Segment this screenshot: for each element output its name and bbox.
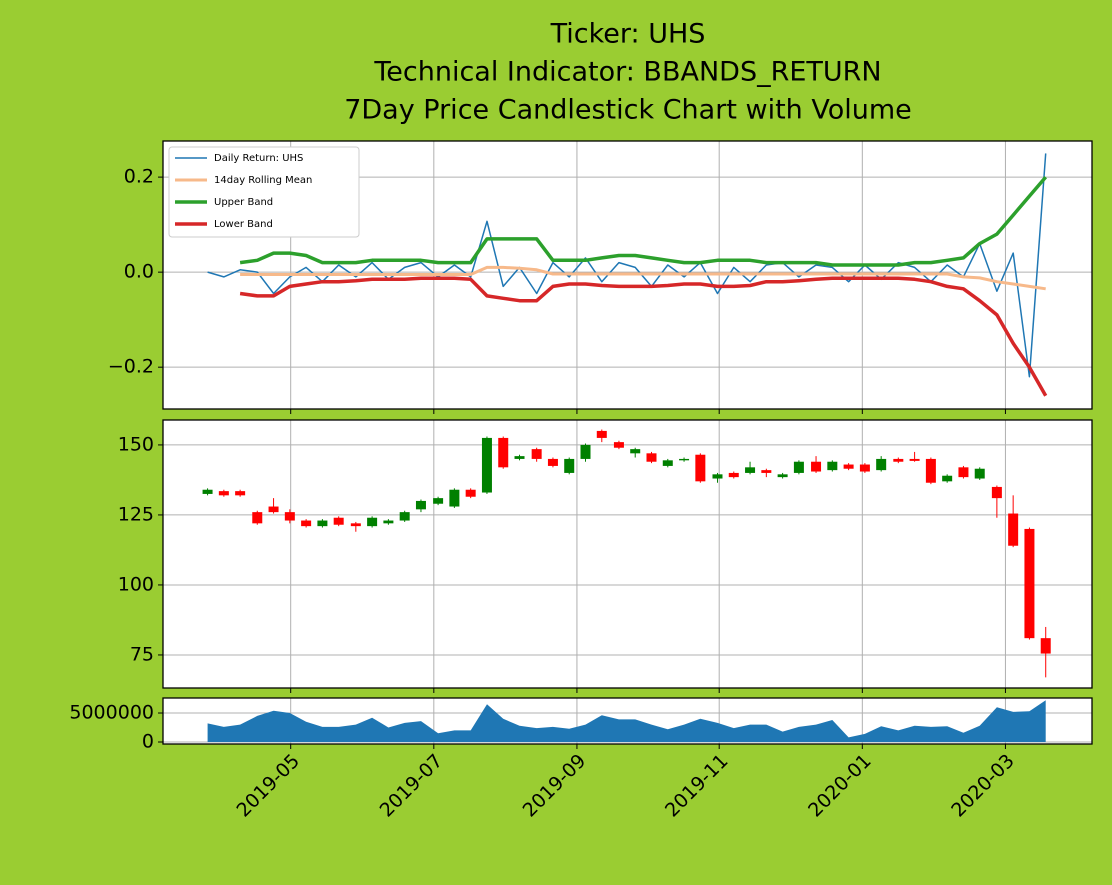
candle-body	[893, 458, 904, 462]
candle-body	[415, 500, 426, 510]
candle-body	[301, 520, 312, 527]
candle-body	[613, 442, 624, 448]
candle-body	[793, 461, 804, 473]
candle-body	[218, 491, 229, 496]
candle-body	[596, 430, 607, 438]
candle-body	[449, 489, 460, 507]
candle-body	[728, 472, 739, 478]
plot	[163, 420, 1092, 688]
candle-body	[909, 458, 920, 461]
candle-body	[695, 454, 706, 482]
candle-body	[761, 470, 772, 473]
candle-body	[991, 486, 1002, 499]
candle-body	[876, 458, 887, 471]
series-line	[240, 265, 1046, 291]
chart-title: Technical Indicator: BBANDS_RETURN	[373, 57, 881, 88]
candle-body	[827, 461, 838, 471]
x-tick-label: 2019-07	[376, 750, 448, 822]
plot-frame	[162, 140, 1093, 410]
legend-label: Lower Band	[214, 219, 273, 230]
x-tick-label: 2019-05	[232, 750, 304, 822]
plot	[163, 698, 1092, 744]
candle-body	[859, 464, 870, 472]
candle-body	[547, 458, 558, 466]
candle-body	[580, 444, 591, 459]
candle-body	[481, 437, 492, 493]
x-tick-label: 2019-11	[661, 750, 733, 822]
candle-body	[974, 468, 985, 479]
x-tick-label: 2020-01	[804, 750, 876, 822]
x-tick-label: 2020-03	[947, 750, 1019, 822]
candle-body	[514, 456, 525, 459]
candle-body	[564, 458, 575, 473]
plot-frame	[162, 419, 1093, 689]
candle-body	[1024, 528, 1035, 639]
candle-body	[498, 437, 509, 468]
volume-area	[207, 700, 1046, 742]
candle-body	[333, 517, 344, 525]
y-tick-label: −0.2	[108, 356, 154, 378]
candle-body	[662, 460, 673, 466]
candle-body	[1040, 638, 1051, 654]
candle-body	[235, 491, 246, 496]
y-tick-label: 75	[130, 643, 154, 665]
legend: Daily Return: UHS 14day Rolling Mean Upper…	[168, 146, 360, 238]
candle-body	[433, 498, 444, 504]
y-tick-label: 125	[118, 503, 154, 525]
candle-body	[745, 467, 756, 473]
candle-body	[284, 512, 295, 521]
candle-body	[679, 458, 690, 461]
x-tick-label: 2019-09	[519, 750, 591, 822]
plot-frame	[162, 697, 1093, 745]
y-tick-label: 0.2	[124, 166, 154, 188]
candle-body	[958, 467, 969, 478]
series-line	[239, 276, 1048, 397]
candle-body	[777, 474, 788, 478]
candle-body	[367, 517, 378, 527]
y-tick-label: 150	[118, 433, 154, 455]
chart-title: 7Day Price Candlestick Chart with Volume	[344, 95, 912, 126]
candle-body	[811, 461, 822, 472]
candle-body	[843, 464, 854, 469]
candle-body	[202, 489, 213, 494]
y-tick-label: 0.0	[124, 261, 154, 283]
legend-label: Upper Band	[214, 197, 273, 208]
candle-body	[646, 453, 657, 462]
legend-label: Daily Return: UHS	[214, 153, 303, 164]
legend-label: 14day Rolling Mean	[214, 175, 312, 186]
y-tick-label: 100	[118, 573, 154, 595]
candle-body	[252, 512, 263, 524]
plot-area	[163, 420, 1092, 688]
candle-body	[317, 520, 328, 527]
legend-box	[168, 146, 360, 238]
candle-body	[268, 506, 279, 513]
candle-body	[630, 449, 641, 454]
chart-title: Ticker: UHS	[550, 19, 706, 50]
candle-body	[531, 449, 542, 459]
candle-body	[383, 520, 394, 524]
candle-body	[350, 523, 361, 527]
candle-body	[942, 475, 953, 482]
candle-body	[925, 458, 936, 483]
candle-body	[465, 489, 476, 497]
y-tick-label: 5000000	[69, 702, 154, 724]
candle-body	[399, 512, 410, 521]
candle-body	[1008, 513, 1019, 546]
series-line	[239, 175, 1048, 267]
candle-body	[712, 474, 723, 479]
y-tick-label: 0	[142, 731, 154, 753]
